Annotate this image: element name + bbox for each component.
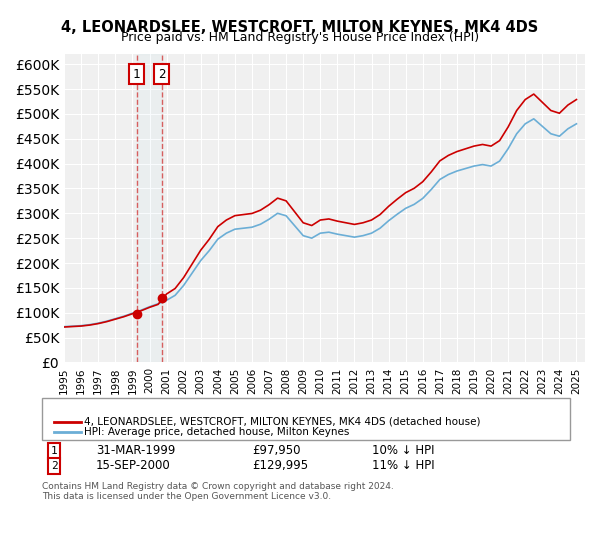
Text: 1: 1: [133, 68, 140, 81]
Text: £129,995: £129,995: [252, 459, 308, 473]
Text: 2: 2: [50, 461, 58, 471]
Text: Price paid vs. HM Land Registry's House Price Index (HPI): Price paid vs. HM Land Registry's House …: [121, 31, 479, 44]
Text: £97,950: £97,950: [252, 444, 301, 458]
Text: 15-SEP-2000: 15-SEP-2000: [96, 459, 171, 473]
Text: Contains HM Land Registry data © Crown copyright and database right 2024.
This d: Contains HM Land Registry data © Crown c…: [42, 482, 394, 501]
Text: 1: 1: [50, 446, 58, 456]
Text: 11% ↓ HPI: 11% ↓ HPI: [372, 459, 434, 473]
Text: 10% ↓ HPI: 10% ↓ HPI: [372, 444, 434, 458]
Text: 4, LEONARDSLEE, WESTCROFT, MILTON KEYNES, MK4 4DS (detached house): 4, LEONARDSLEE, WESTCROFT, MILTON KEYNES…: [84, 417, 481, 427]
Bar: [137, 54, 161, 362]
Text: 31-MAR-1999: 31-MAR-1999: [96, 444, 175, 458]
Text: HPI: Average price, detached house, Milton Keynes: HPI: Average price, detached house, Milt…: [84, 427, 349, 437]
Text: 4, LEONARDSLEE, WESTCROFT, MILTON KEYNES, MK4 4DS: 4, LEONARDSLEE, WESTCROFT, MILTON KEYNES…: [61, 20, 539, 35]
Text: 2: 2: [158, 68, 166, 81]
